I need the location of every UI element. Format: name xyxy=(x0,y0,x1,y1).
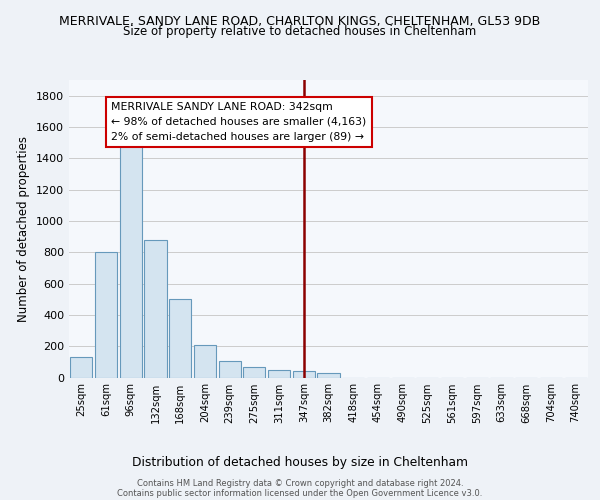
Text: Size of property relative to detached houses in Cheltenham: Size of property relative to detached ho… xyxy=(124,25,476,38)
Bar xyxy=(243,368,265,378)
Bar xyxy=(169,299,191,378)
Bar xyxy=(268,370,290,378)
Text: MERRIVALE SANDY LANE ROAD: 342sqm
← 98% of detached houses are smaller (4,163)
2: MERRIVALE SANDY LANE ROAD: 342sqm ← 98% … xyxy=(111,102,366,142)
Y-axis label: Number of detached properties: Number of detached properties xyxy=(17,136,31,322)
Bar xyxy=(218,361,241,378)
Text: Contains HM Land Registry data © Crown copyright and database right 2024.: Contains HM Land Registry data © Crown c… xyxy=(137,479,463,488)
Bar xyxy=(145,240,167,378)
Bar xyxy=(194,346,216,378)
Bar xyxy=(95,252,117,378)
Text: Contains public sector information licensed under the Open Government Licence v3: Contains public sector information licen… xyxy=(118,489,482,498)
Bar xyxy=(119,146,142,378)
Bar xyxy=(70,357,92,378)
Text: Distribution of detached houses by size in Cheltenham: Distribution of detached houses by size … xyxy=(132,456,468,469)
Text: MERRIVALE, SANDY LANE ROAD, CHARLTON KINGS, CHELTENHAM, GL53 9DB: MERRIVALE, SANDY LANE ROAD, CHARLTON KIN… xyxy=(59,15,541,28)
Bar xyxy=(293,371,315,378)
Bar xyxy=(317,373,340,378)
